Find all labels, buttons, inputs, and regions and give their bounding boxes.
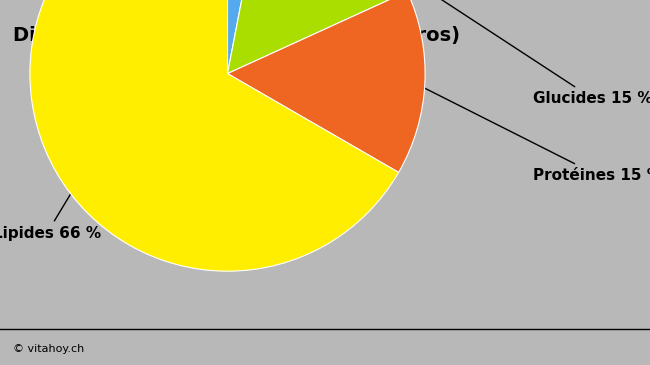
Text: Fibres 3 %: Fibres 3 % bbox=[37, 0, 242, 106]
Text: Glucides 15 %: Glucides 15 % bbox=[341, 0, 650, 106]
Text: Lipides 66 %: Lipides 66 % bbox=[0, 163, 101, 241]
Text: Protéines 15 %: Protéines 15 % bbox=[410, 79, 650, 183]
Text: Distribution de calories: Humus (Migros): Distribution de calories: Humus (Migros) bbox=[13, 26, 460, 45]
Wedge shape bbox=[30, 0, 398, 271]
Wedge shape bbox=[227, 0, 408, 74]
Wedge shape bbox=[227, 0, 265, 74]
Wedge shape bbox=[227, 0, 425, 172]
Text: © vitahoy.ch: © vitahoy.ch bbox=[13, 344, 84, 354]
